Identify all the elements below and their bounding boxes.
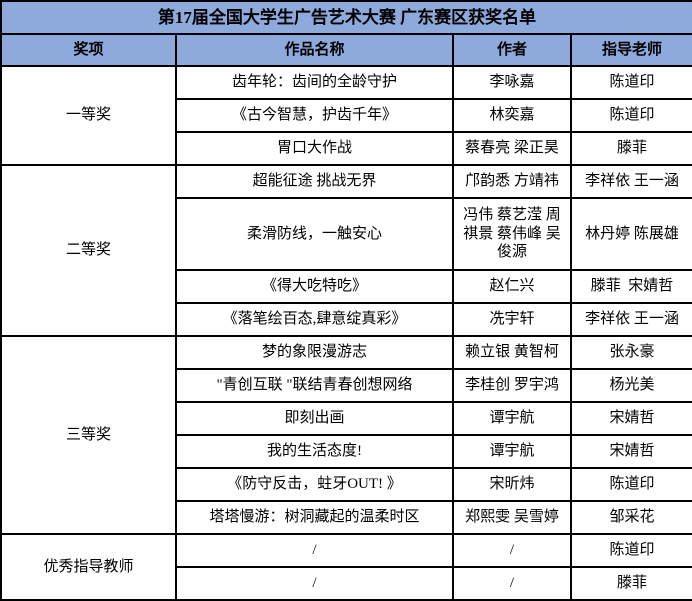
- column-header-work: 作品名称: [175, 33, 454, 67]
- authors-cell: /: [452, 533, 572, 568]
- teachers-cell: 李祥依 王一涵: [570, 302, 692, 337]
- award-cell: 一等奖: [0, 65, 177, 166]
- table-row: 优秀指导教师 / / 陈道印: [0, 533, 692, 601]
- authors-cell: 蔡春亮 梁正昊: [452, 131, 572, 166]
- authors-cell: 宋昕炜: [452, 467, 572, 502]
- work-cell: 即刻出画: [175, 401, 454, 436]
- award-cell: 二等奖: [0, 164, 177, 337]
- table-row: "青创互联 "联结青春创想网络 李桂创 罗宇鸿 杨光美: [1, 368, 692, 403]
- authors-cell: 冯伟 蔡艺滢 周祺景 蔡伟峰 吴俊源: [452, 197, 572, 271]
- work-cell: /: [175, 566, 454, 601]
- teachers-cell: 陈道印: [570, 98, 692, 133]
- work-cell: 塔塔慢游：树洞藏起的温柔时区: [175, 500, 454, 535]
- table-row: 即刻出画 谭宇航 宋婧哲: [1, 401, 692, 436]
- table-row: 三等奖 梦的象限漫游志 赖立银 黄智柯 张永豪: [0, 335, 692, 535]
- award-cell: 优秀指导教师: [0, 533, 177, 601]
- teachers-cell: 陈道印: [570, 533, 692, 568]
- table-row: 《防守反击，蛀牙OUT! 》 宋昕炜 陈道印: [1, 467, 692, 502]
- teachers-cell: 杨光美: [570, 368, 692, 403]
- table-row: 柔滑防线，一触安心 冯伟 蔡艺滢 周祺景 蔡伟峰 吴俊源 林丹婷 陈展雄: [1, 197, 692, 271]
- award-cell: 三等奖: [0, 335, 177, 535]
- column-header-teachers: 指导老师: [570, 33, 692, 67]
- table-row: 塔塔慢游：树洞藏起的温柔时区 郑熙雯 吴雪婷 邹采花: [1, 500, 692, 535]
- work-cell: 胃口大作战: [175, 131, 454, 166]
- teachers-cell: 林丹婷 陈展雄: [570, 197, 692, 271]
- work-cell: 齿年轮：齿间的全龄守护: [175, 65, 454, 100]
- column-header-row: 奖项 作品名称 作者 指导老师: [0, 33, 692, 67]
- work-cell: 梦的象限漫游志: [175, 335, 454, 370]
- teachers-cell: 滕菲: [570, 566, 692, 601]
- work-cell: 《防守反击，蛀牙OUT! 》: [175, 467, 454, 502]
- teachers-cell: 李祥依 王一涵: [570, 164, 692, 199]
- authors-cell: 冼宇轩: [452, 302, 572, 337]
- teachers-cell: 张永豪: [570, 335, 692, 370]
- work-cell: 我的生活态度!: [175, 434, 454, 469]
- authors-cell: 李桂创 罗宇鸿: [452, 368, 572, 403]
- title-row: 第17届全国大学生广告艺术大赛 广东赛区获奖名单: [0, 0, 692, 35]
- teachers-cell: 邹采花: [570, 500, 692, 535]
- teachers-cell: 陈道印: [570, 467, 692, 502]
- work-cell: 超能征途 挑战无界: [175, 164, 454, 199]
- table-row: 一等奖 齿年轮：齿间的全龄守护 李咏嘉 陈道印: [0, 65, 692, 166]
- work-cell: 《古今智慧，护齿千年》: [175, 98, 454, 133]
- authors-cell: 谭宇航: [452, 434, 572, 469]
- teachers-cell: 宋婧哲: [570, 401, 692, 436]
- authors-cell: /: [452, 566, 572, 601]
- work-cell: 《得大吃特吃》: [175, 269, 454, 304]
- teachers-cell: 宋婧哲: [570, 434, 692, 469]
- work-cell: 《落笔绘百态,肆意绽真彩》: [175, 302, 454, 337]
- authors-cell: 赵仁兴: [452, 269, 572, 304]
- table-body: 一等奖 齿年轮：齿间的全龄守护 李咏嘉 陈道印 《古今智慧，护齿千年》 林奕嘉 陈…: [0, 65, 692, 601]
- authors-cell: 谭宇航: [452, 401, 572, 436]
- work-cell: 柔滑防线，一触安心: [175, 197, 454, 271]
- authors-cell: 邝韵悉 方靖祎: [452, 164, 572, 199]
- teachers-cell: 滕菲: [570, 131, 692, 166]
- authors-cell: 林奕嘉: [452, 98, 572, 133]
- table-row: 《得大吃特吃》 赵仁兴 滕菲 宋婧哲: [1, 269, 692, 304]
- teachers-cell: 陈道印: [570, 65, 692, 100]
- authors-cell: 李咏嘉: [452, 65, 572, 100]
- authors-cell: 郑熙雯 吴雪婷: [452, 500, 572, 535]
- table-row: 《落笔绘百态,肆意绽真彩》 冼宇轩 李祥依 王一涵: [1, 302, 692, 337]
- table-title: 第17届全国大学生广告艺术大赛 广东赛区获奖名单: [0, 0, 692, 35]
- work-cell: "青创互联 "联结青春创想网络: [175, 368, 454, 403]
- table-row: 我的生活态度! 谭宇航 宋婧哲: [1, 434, 692, 469]
- work-cell: /: [175, 533, 454, 568]
- table-row: 胃口大作战 蔡春亮 梁正昊 滕菲: [1, 131, 692, 166]
- column-header-authors: 作者: [452, 33, 572, 67]
- teachers-cell: 滕菲 宋婧哲: [570, 269, 692, 304]
- table-row: 二等奖 超能征途 挑战无界 邝韵悉 方靖祎 李祥依 王一涵: [0, 164, 692, 337]
- authors-cell: 赖立银 黄智柯: [452, 335, 572, 370]
- column-header-award: 奖项: [0, 33, 177, 67]
